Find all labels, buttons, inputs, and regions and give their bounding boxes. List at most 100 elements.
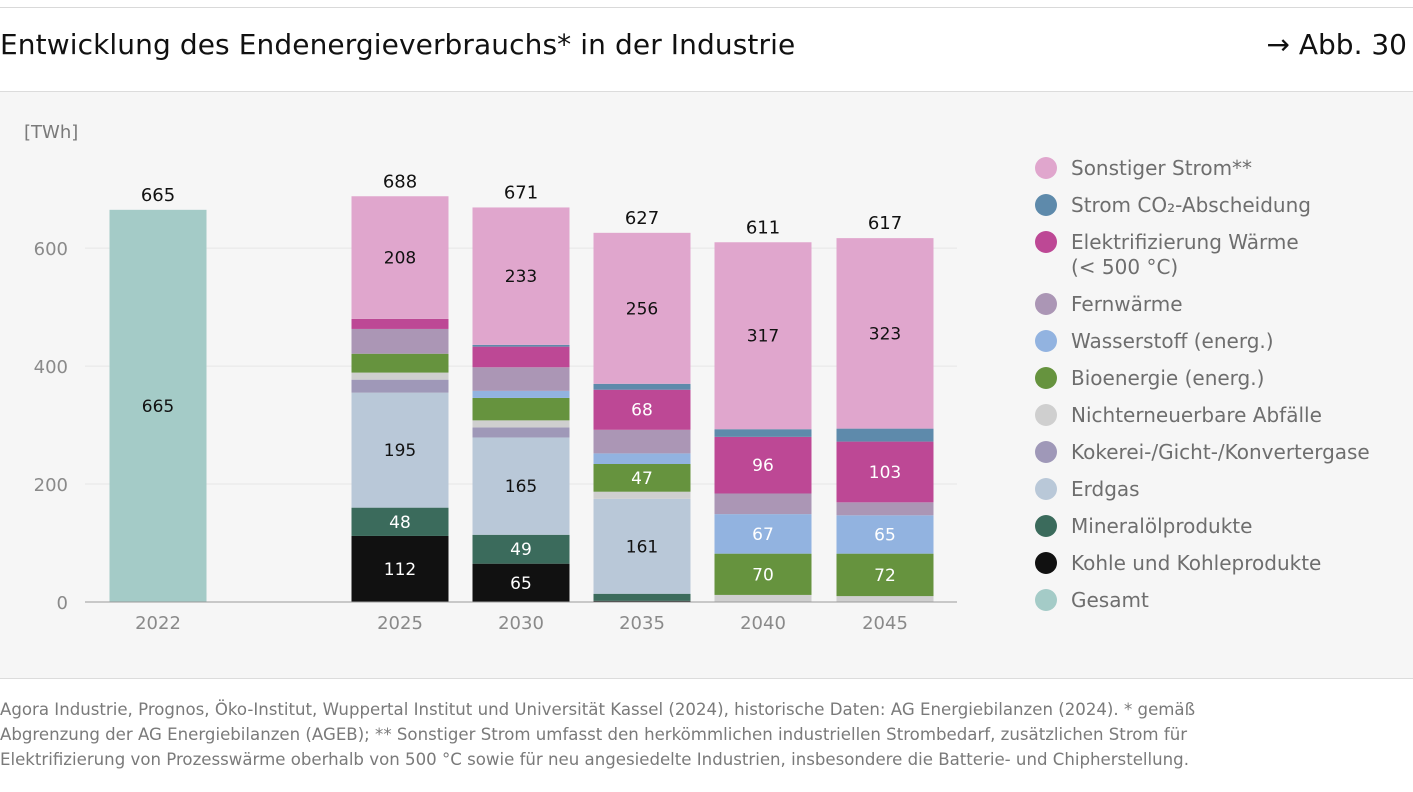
legend-label: Sonstiger Strom** (1071, 156, 1253, 180)
legend-item: Nichterneuerbare Abfälle (1033, 403, 1408, 428)
bar-segment (714, 242, 812, 430)
legend-item: Erdgas (1033, 477, 1408, 502)
legend-label: Strom CO₂-Abscheidung (1071, 193, 1311, 217)
bar-segment (472, 427, 570, 438)
x-tick-label: 2035 (619, 613, 665, 634)
legend-swatch (1035, 589, 1057, 611)
data-label: 103 (869, 463, 901, 483)
legend-label: Bioenergie (energ.) (1071, 366, 1265, 390)
data-label: 47 (631, 469, 653, 489)
legend-label: Erdgas (1071, 477, 1140, 501)
data-label: 665 (142, 397, 174, 417)
bar-segment (593, 389, 691, 430)
y-tick-label: 0 (57, 593, 68, 614)
bar-segment (836, 515, 934, 554)
source-line-1: Agora Industrie, Prognos, Öko-Institut, … (0, 700, 1196, 719)
legend-item: Elektrifizierung Wärme (< 500 °C) (1033, 230, 1408, 280)
legend-label: Kokerei-/Gicht-/Konvertergase (1071, 440, 1370, 464)
legend-swatch (1035, 367, 1057, 389)
bar-segment (593, 429, 691, 454)
chart-title: Entwicklung des Endenergieverbrauchs* in… (0, 28, 796, 61)
data-label: 72 (874, 566, 896, 586)
bar-chart: [TWh] 0 200 400 600 665 665 2022 112 48 195 208 688 2… (24, 122, 957, 634)
legend-swatch (1035, 330, 1057, 352)
bar-segment (714, 594, 812, 602)
total-label: 611 (746, 217, 780, 238)
legend-label-line2: (< 500 °C) (1071, 255, 1179, 279)
data-label: 67 (752, 525, 774, 545)
source-line-2: Abgrenzung der AG Energiebilanzen (AGEB)… (0, 725, 1188, 744)
bar-segment (593, 491, 691, 499)
bar-segment (351, 318, 449, 329)
bar-segment (836, 502, 934, 516)
legend-label: Gesamt (1071, 588, 1149, 612)
data-label: 165 (505, 477, 537, 497)
data-label: 49 (510, 540, 532, 560)
y-tick-label: 600 (34, 239, 68, 260)
bar-segment (714, 429, 812, 437)
data-label: 68 (631, 401, 653, 421)
legend-item: Kokerei-/Gicht-/Konvertergase (1033, 440, 1408, 465)
total-label: 688 (383, 171, 417, 192)
bar-segment (836, 428, 934, 442)
bar-segment (351, 328, 449, 354)
bar-segment (836, 238, 934, 429)
bar-segment (472, 397, 570, 421)
bar-segment (472, 344, 570, 347)
data-label: 323 (869, 324, 901, 344)
total-label: 627 (625, 208, 659, 229)
legend-item: Strom CO₂-Abscheidung (1033, 193, 1408, 218)
legend-item: Mineralölprodukte (1033, 514, 1408, 539)
bar-segment (472, 420, 570, 428)
bar-segment (593, 383, 691, 390)
data-label: 208 (384, 249, 416, 269)
bar-segment (351, 535, 449, 602)
bar-segment (351, 353, 449, 373)
legend-label: Elektrifizierung Wärme (1071, 230, 1299, 254)
legend-label: Kohle und Kohleprodukte (1071, 551, 1322, 575)
bar-segment (593, 232, 691, 384)
bar-segment (109, 209, 207, 603)
bar-segment (472, 437, 570, 535)
bar-segment (351, 372, 449, 380)
bar-segment (351, 196, 449, 319)
legend-item: Kohle und Kohleprodukte (1033, 551, 1408, 576)
bar-segment (593, 498, 691, 594)
legend-swatch (1035, 194, 1057, 216)
legend-label: Wasserstoff (energ.) (1071, 329, 1274, 353)
bar-segment (472, 207, 570, 345)
bar-segment (351, 379, 449, 393)
bar-segment (714, 493, 812, 515)
legend-swatch (1035, 478, 1057, 500)
chart-legend: Sonstiger Strom** Strom CO₂-Abscheidung El… (1033, 156, 1408, 625)
legend-label: Mineralölprodukte (1071, 514, 1253, 538)
bar-segment (593, 464, 691, 492)
bar-segment (472, 346, 570, 368)
total-label: 665 (141, 185, 175, 206)
figure-reference: → Abb. 30 (1266, 28, 1408, 61)
y-axis-unit: [TWh] (24, 122, 78, 143)
data-label: 70 (752, 565, 774, 585)
legend-swatch (1035, 404, 1057, 426)
legend-swatch (1035, 515, 1057, 537)
data-label: 112 (384, 560, 416, 580)
data-label: 195 (384, 441, 416, 461)
total-label: 617 (868, 213, 902, 234)
bar-segment (593, 593, 691, 601)
legend-item: Gesamt (1033, 588, 1408, 613)
data-label: 65 (874, 525, 896, 545)
bar-segment (472, 367, 570, 391)
data-label: 233 (505, 267, 537, 287)
bar-segment (714, 553, 812, 595)
data-label: 317 (747, 327, 779, 347)
bar-segment (836, 596, 934, 602)
data-label: 256 (626, 299, 658, 319)
y-tick-label: 200 (34, 475, 68, 496)
legend-swatch (1035, 231, 1057, 253)
legend-label: Nichterneuerbare Abfälle (1071, 403, 1322, 427)
legend-item: Fernwärme (1033, 292, 1408, 317)
legend-swatch (1035, 441, 1057, 463)
x-tick-label: 2045 (862, 613, 908, 634)
bar-segment (593, 453, 691, 464)
bar-segment (714, 436, 812, 494)
